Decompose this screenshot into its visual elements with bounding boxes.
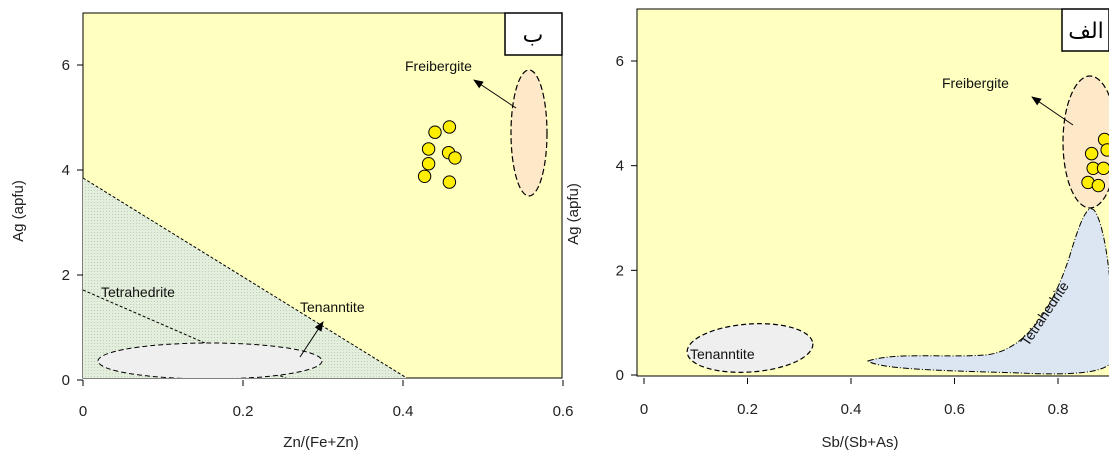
y-tick-label: 0 [616,367,624,384]
y-tick-label: 2 [616,262,624,279]
x-tick-label: 0.4 [393,403,414,420]
freibergite-region-left [510,69,548,197]
chart-right: Tenanntite Tetrahedrite Freibergite الف … [565,8,1109,451]
x-axis-label-right: Sb/(Sb+As) [821,434,898,451]
x-tick-label: 0 [79,403,87,420]
x-tick-label: 0.4 [841,401,862,418]
points-left [417,120,462,189]
y-axis-label-left: Ag (apfu) [10,180,27,242]
tenanntite-label-right: Tenanntite [690,346,755,362]
x-tick-label: 0.6 [553,403,574,420]
x-tick-label: 0.2 [233,403,254,420]
x-tick-label: 0.6 [944,401,965,418]
y-tick-label: 2 [62,267,70,284]
data-point [448,151,462,165]
tetrahedrite-label-left-vis: Tetrahedrite [101,284,175,300]
regions-left [83,69,548,378]
tetrahedrite-region-right [866,208,1109,375]
y-tick-label: 6 [62,57,70,74]
freibergite-arrow-left [473,79,517,109]
x-tick-label: 0.8 [1048,401,1069,418]
y-tick-label: 4 [616,158,624,175]
axes-right: 0 0.2 0.4 0.6 0.8 0 2 4 6 [616,53,1069,418]
data-point [421,157,436,171]
data-point [442,120,457,134]
axes-left: 0 0.2 0.4 0.6 0 2 4 6 [62,57,574,420]
data-point [1096,161,1109,175]
tenanntite-region-left [97,342,323,378]
panel-tag-box-left [504,12,563,56]
y-tick-label: 6 [616,53,624,70]
tetrahedrite-lower-boundary [83,289,287,378]
chart-left: Tetrahedrite Tetrahedrite Tenanntite Fre… [10,12,574,451]
panel-tag-right: الف [1068,19,1104,44]
tenanntite-region-right [686,323,814,373]
data-point [417,169,432,184]
x-tick-label: 0 [640,401,648,418]
plot-area-right [636,8,1109,377]
data-point [1100,143,1109,157]
freibergite-label-left: Freibergite [405,58,472,74]
data-point [1091,178,1106,193]
freibergite-arrow-right [1031,96,1074,126]
tenanntite-arrow-left [299,321,324,358]
freibergite-label-right: Freibergite [942,75,1009,91]
data-point [421,142,436,156]
data-point [1084,146,1099,161]
data-point [442,175,457,189]
tetrahedrite-upper-boundary [83,177,408,378]
x-axis-label-left: Zn/(Fe+Zn) [283,434,358,451]
panel-tag-box-right [1061,8,1109,52]
regions-right [686,75,1109,375]
y-axis-label-right: Ag (apfu) [565,183,582,245]
tenanntite-label-left: Tenanntite [300,299,365,315]
freibergite-region-right [1062,75,1109,209]
data-point [428,125,442,139]
y-tick-label: 4 [62,162,70,179]
panel-tag-left: ب [523,23,544,48]
x-tick-label: 0.2 [737,401,758,418]
points-right [1081,132,1109,193]
y-tick-label: 0 [62,372,70,389]
